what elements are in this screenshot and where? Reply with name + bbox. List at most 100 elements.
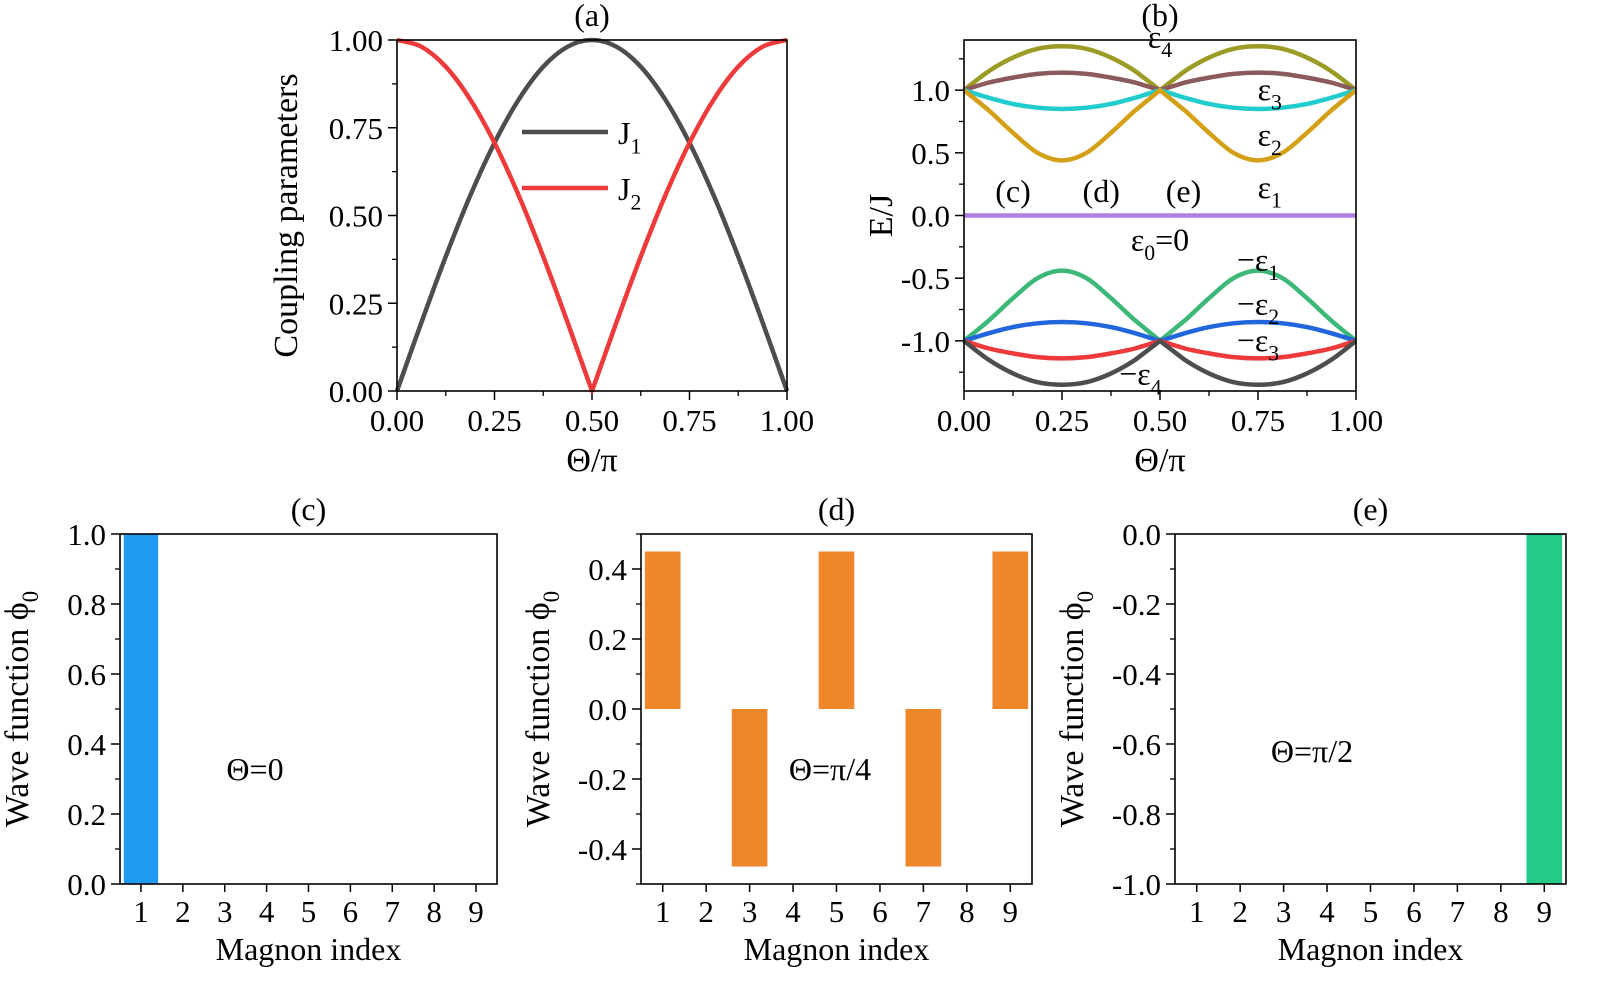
y-tick-label: 1.00 <box>329 23 383 58</box>
curve-label: ε2 <box>1258 116 1282 160</box>
curve-label: −ε1 <box>1237 242 1279 286</box>
x-tick-label: 9 <box>1003 894 1019 929</box>
theta-annotation: Θ=π/2 <box>1271 733 1353 769</box>
theta-annotation: Θ=0 <box>226 751 283 787</box>
plot-frame <box>119 533 498 885</box>
x-tick-label: 7 <box>916 894 932 929</box>
y-tick-label: -0.5 <box>901 261 950 296</box>
x-tick-label: 0.00 <box>370 403 424 438</box>
x-tick-label: 9 <box>1537 894 1553 929</box>
curve-label: ε1 <box>1258 169 1282 213</box>
x-tick-label: 5 <box>1363 894 1379 929</box>
x-tick-label: 6 <box>872 894 888 929</box>
bar <box>123 534 159 884</box>
y-axis-label: Wave function ϕ0 <box>0 591 43 827</box>
y-tick-label: -0.8 <box>1112 797 1161 832</box>
y-axis-label: E/J <box>863 194 900 237</box>
plot-frame <box>1174 533 1567 885</box>
series-line-1 <box>396 37 788 394</box>
y-tick-label: 0.00 <box>329 374 383 409</box>
x-tick-label: 7 <box>385 894 401 929</box>
y-tick-label: 0.5 <box>911 136 950 171</box>
bar <box>644 551 681 709</box>
y-tick-label: -0.4 <box>1112 657 1162 692</box>
series-line-3 <box>962 87 1358 163</box>
x-tick-label: 1 <box>1189 894 1205 929</box>
y-tick-label: -1.0 <box>1112 867 1161 902</box>
y-tick-label: 0.4 <box>588 552 627 587</box>
chart-panel-0: 0.00 0.25 0.50 0.75 1.00 0.00 0.25 0.50 0.75 1.00… <box>268 0 814 479</box>
y-tick-label: -1.0 <box>901 324 950 359</box>
panel-marker-label: (d) <box>1083 173 1120 209</box>
y-tick-label: -0.4 <box>578 832 628 867</box>
bar <box>818 551 855 709</box>
x-tick-label: 7 <box>1450 894 1466 929</box>
plot-frame <box>396 39 788 392</box>
legend-label: J1 <box>618 115 641 159</box>
x-tick-label: 3 <box>742 894 758 929</box>
y-tick-label: 0.50 <box>329 199 383 234</box>
curve-label: ε4 <box>1148 18 1172 62</box>
plot-frame <box>963 39 1357 392</box>
x-tick-label: 5 <box>829 894 845 929</box>
plot-frame <box>640 533 1033 885</box>
x-tick-label: 4 <box>1319 894 1335 929</box>
x-tick-label: 8 <box>1493 894 1509 929</box>
y-tick-label: 0.0 <box>67 867 106 902</box>
theta-annotation: Θ=π/4 <box>789 751 871 787</box>
x-tick-label: 8 <box>426 894 442 929</box>
legend-label: J2 <box>618 171 641 215</box>
chart-panel-2: 1 2 3 4 5 6 7 8 9 0.0 0.2 0.4 0.6 0.8 1.0 Magnon index W… <box>0 491 498 967</box>
y-tick-label: 0.4 <box>67 727 106 762</box>
bar <box>731 709 768 867</box>
y-tick-label: -0.6 <box>1112 727 1161 762</box>
y-tick-label: 0.25 <box>329 286 383 321</box>
x-tick-label: 1 <box>133 894 149 929</box>
curve-label: −ε4 <box>1119 356 1161 400</box>
bar <box>1526 534 1563 884</box>
x-axis-label: Θ/π <box>566 442 617 479</box>
y-tick-label: 1.0 <box>911 73 950 108</box>
panel-title: (c) <box>291 491 327 527</box>
series-line-5 <box>962 268 1358 344</box>
chart-panel-3: 1 2 3 4 5 6 7 8 9 -0.4 -0.2 0.0 0.2 0.4 Magnon index Wa… <box>520 491 1033 967</box>
y-tick-label: -0.2 <box>1112 587 1161 622</box>
y-tick-label: 0.6 <box>67 657 106 692</box>
x-tick-label: 3 <box>1276 894 1292 929</box>
x-tick-label: 6 <box>343 894 359 929</box>
bar <box>905 709 942 867</box>
panel-marker-label: (e) <box>1166 173 1202 209</box>
y-tick-label: 0.75 <box>329 111 383 146</box>
y-tick-label: 0.8 <box>67 587 106 622</box>
y-tick-label: 0.0 <box>1122 517 1161 552</box>
y-tick-label: -0.2 <box>578 762 627 797</box>
x-axis-label: Magnon index <box>1278 931 1464 967</box>
x-tick-label: 0.25 <box>1035 403 1089 438</box>
x-tick-label: 1.00 <box>1329 403 1383 438</box>
x-tick-label: 2 <box>175 894 191 929</box>
x-tick-label: 6 <box>1406 894 1422 929</box>
panel-marker-label: (c) <box>995 173 1031 209</box>
x-tick-label: 2 <box>698 894 714 929</box>
x-tick-label: 5 <box>301 894 317 929</box>
y-tick-label: 0.0 <box>911 199 950 234</box>
y-axis-label: Wave function ϕ0 <box>520 591 564 827</box>
panel-title: (a) <box>574 0 610 33</box>
x-tick-label: 8 <box>959 894 975 929</box>
x-tick-label: 0.50 <box>1133 403 1187 438</box>
curve-label: −ε2 <box>1237 286 1279 330</box>
bar <box>992 551 1029 709</box>
x-tick-label: 9 <box>468 894 484 929</box>
x-tick-label: 1 <box>655 894 671 929</box>
curve-label: −ε3 <box>1237 322 1279 366</box>
x-axis-label: Magnon index <box>216 931 402 967</box>
x-axis-label: Θ/π <box>1134 442 1185 479</box>
x-tick-label: 4 <box>259 894 275 929</box>
x-axis-label: Magnon index <box>744 931 930 967</box>
x-tick-label: 3 <box>217 894 233 929</box>
chart-panel-4: 1 2 3 4 5 6 7 8 9 -1.0 -0.8 -0.6 -0.4 -0.2 0.0 Magnon i… <box>1054 491 1567 967</box>
x-tick-label: 0.75 <box>662 403 716 438</box>
y-tick-label: 1.0 <box>67 517 106 552</box>
curve-label: ε3 <box>1258 71 1282 115</box>
